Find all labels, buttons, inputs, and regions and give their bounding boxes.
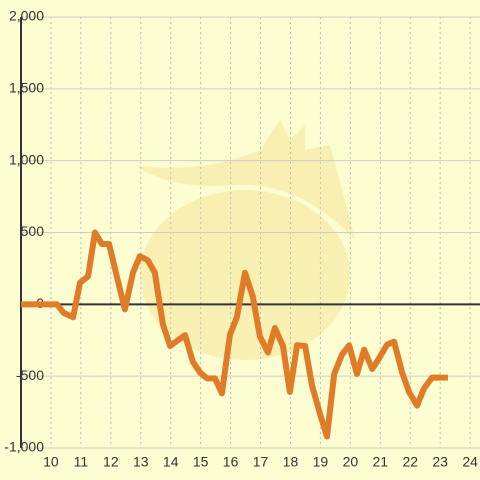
x-tick-label: 13 <box>133 454 149 470</box>
y-tick-label: 500 <box>21 223 45 239</box>
x-tick-label: 18 <box>283 454 299 470</box>
x-tick-label: 17 <box>253 454 269 470</box>
x-tick-label: 22 <box>402 454 418 470</box>
x-tick-label: 15 <box>193 454 209 470</box>
x-tick-label: 12 <box>103 454 119 470</box>
x-tick-label: 14 <box>163 454 179 470</box>
y-tick-label: -1,000 <box>4 439 44 455</box>
x-tick-label: 21 <box>373 454 389 470</box>
y-tick-label: 1,500 <box>9 80 44 96</box>
data-line <box>21 229 448 440</box>
x-tick-label: 20 <box>343 454 359 470</box>
x-tick-label: 24 <box>462 454 478 470</box>
y-tick-label: 1,000 <box>9 151 44 167</box>
x-tick-label: 23 <box>432 454 448 470</box>
watermark-hair <box>135 120 355 240</box>
y-tick-label: -500 <box>16 367 44 383</box>
x-tick-label: 16 <box>223 454 239 470</box>
x-tick-label: 10 <box>43 454 59 470</box>
x-tick-label: 11 <box>74 454 89 470</box>
y-tick-label: 2,000 <box>9 8 44 24</box>
x-tick-label: 19 <box>313 454 329 470</box>
